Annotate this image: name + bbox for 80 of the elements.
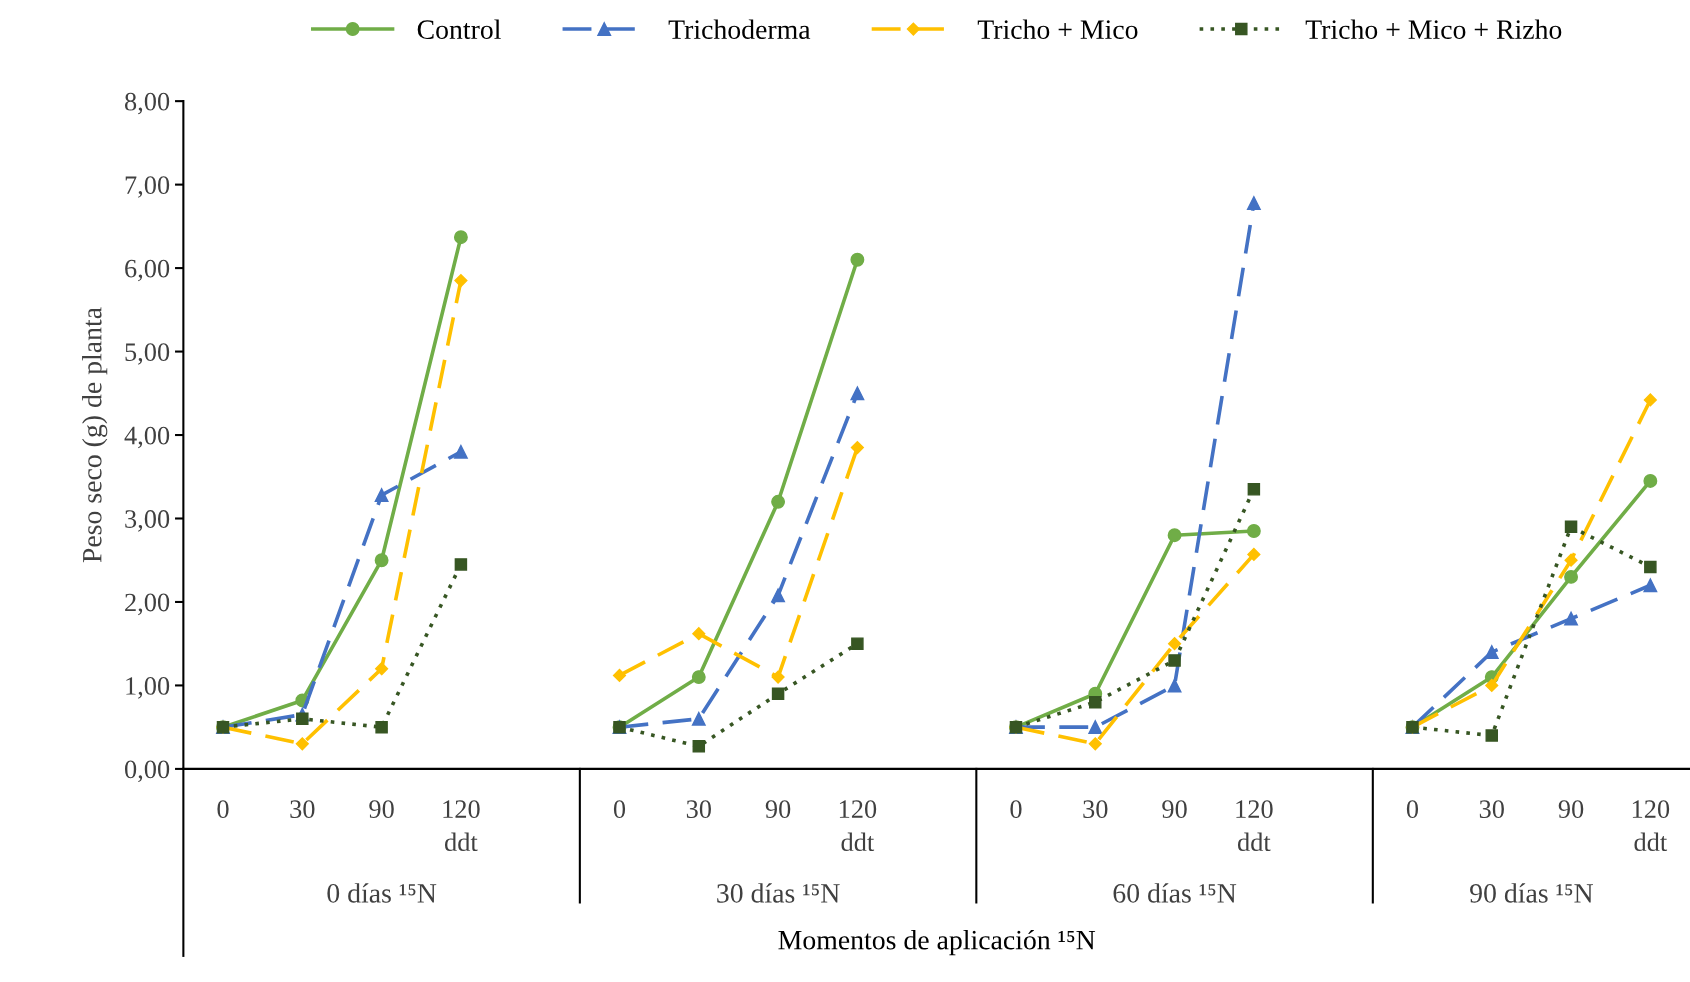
x-tick-label: 0 bbox=[1010, 800, 1022, 819]
point bbox=[692, 740, 706, 753]
point bbox=[771, 588, 786, 603]
legend-label: Trichoderma bbox=[668, 19, 811, 40]
x-tick-label: 30 bbox=[1083, 800, 1108, 819]
point bbox=[1643, 473, 1658, 488]
y-tick-label: 6,00 bbox=[125, 259, 170, 282]
x-tick-label: 90 bbox=[369, 800, 394, 819]
point bbox=[1167, 637, 1182, 651]
point bbox=[296, 712, 309, 726]
x-tick-label: 30 bbox=[686, 800, 711, 819]
x-tick-label: 90 bbox=[765, 800, 791, 819]
point bbox=[612, 668, 627, 683]
x-tick-label: 0 bbox=[217, 800, 229, 819]
x-tick-label: 90 bbox=[1162, 800, 1187, 819]
point bbox=[453, 444, 468, 459]
text: 90 días ¹⁵N bbox=[1470, 883, 1594, 903]
x-axis-title: Momentos de aplicación ¹⁵N bbox=[778, 929, 1096, 956]
text: 30 días ¹⁵N bbox=[717, 883, 840, 903]
point bbox=[851, 637, 864, 650]
point bbox=[691, 670, 706, 685]
point bbox=[692, 627, 706, 641]
y-axis-title: Peso seco (g) de planta bbox=[82, 307, 108, 563]
point bbox=[1167, 528, 1182, 543]
x-tick-label: 120 ddt bbox=[839, 800, 877, 852]
y-tick-label: 1,00 bbox=[126, 677, 170, 699]
point bbox=[1246, 196, 1261, 210]
y-tick-label: 5,00 bbox=[125, 343, 170, 365]
point bbox=[850, 440, 864, 455]
point bbox=[1089, 695, 1102, 709]
y-tick-label: 2,00 bbox=[125, 593, 170, 616]
point bbox=[1168, 654, 1181, 667]
point bbox=[1643, 578, 1658, 593]
legend-label: Tricho + Mico bbox=[977, 19, 1138, 40]
x-tick-label: 30 bbox=[1479, 800, 1504, 819]
point bbox=[1485, 678, 1499, 693]
point bbox=[1167, 678, 1182, 693]
y-tick-label: 3,00 bbox=[125, 510, 170, 532]
point bbox=[1088, 737, 1102, 751]
x-tick-label: 0 bbox=[613, 800, 626, 819]
point bbox=[1643, 393, 1657, 407]
point bbox=[375, 720, 388, 734]
point bbox=[1564, 611, 1579, 626]
point bbox=[691, 711, 706, 726]
point bbox=[1644, 560, 1657, 574]
point bbox=[295, 737, 309, 751]
point bbox=[375, 662, 389, 676]
x-tick-label: 120 ddt bbox=[1236, 800, 1273, 852]
point bbox=[1484, 645, 1499, 659]
legend-label: Control bbox=[417, 19, 501, 40]
point bbox=[1247, 547, 1261, 561]
x-tick-label: 120 ddt bbox=[1632, 800, 1670, 852]
y-tick-label: 4,00 bbox=[124, 426, 170, 449]
y-tick-label: 7,00 bbox=[125, 176, 170, 198]
x-tick-label: 0 bbox=[1406, 800, 1419, 819]
x-tick-label: 120 ddt bbox=[443, 800, 480, 852]
point bbox=[1246, 524, 1261, 538]
point bbox=[1564, 553, 1578, 567]
x-tick-label: 90 bbox=[1558, 800, 1584, 819]
legend-label: Tricho + Mico + Rizho bbox=[1305, 19, 1562, 40]
text: 0 días ¹⁵N bbox=[327, 883, 437, 903]
point bbox=[1247, 483, 1261, 496]
point bbox=[771, 670, 785, 684]
y-tick-label: 8,00 bbox=[125, 92, 170, 115]
point bbox=[1088, 720, 1103, 735]
point bbox=[453, 230, 468, 245]
point bbox=[1485, 729, 1499, 742]
point bbox=[454, 558, 468, 571]
point bbox=[771, 687, 785, 701]
text: 60 días ¹⁵N bbox=[1113, 883, 1237, 903]
y-tick-label: 0,00 bbox=[125, 760, 170, 783]
point bbox=[1564, 520, 1578, 534]
point bbox=[454, 274, 468, 288]
x-tick-label: 30 bbox=[290, 800, 315, 819]
point bbox=[771, 494, 786, 509]
point bbox=[850, 386, 865, 401]
point bbox=[1564, 569, 1579, 584]
point bbox=[850, 252, 865, 267]
point bbox=[374, 553, 389, 568]
point bbox=[374, 488, 389, 503]
